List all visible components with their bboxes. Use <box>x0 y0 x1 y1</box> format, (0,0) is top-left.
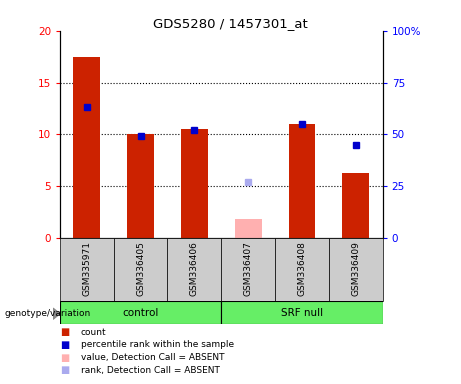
Polygon shape <box>53 308 60 319</box>
Text: GSM336406: GSM336406 <box>190 241 199 296</box>
Bar <box>342 173 369 238</box>
Text: ■: ■ <box>60 340 69 350</box>
Bar <box>289 124 315 238</box>
Bar <box>235 219 261 238</box>
Text: count: count <box>81 328 106 337</box>
Bar <box>60 301 221 324</box>
Bar <box>221 238 275 301</box>
Text: GSM336405: GSM336405 <box>136 241 145 296</box>
Text: GDS5280 / 1457301_at: GDS5280 / 1457301_at <box>153 17 308 30</box>
Bar <box>127 134 154 238</box>
Bar <box>221 301 383 324</box>
Bar <box>181 129 208 238</box>
Bar <box>60 238 114 301</box>
Text: percentile rank within the sample: percentile rank within the sample <box>81 340 234 349</box>
Bar <box>167 238 221 301</box>
Text: SRF null: SRF null <box>281 308 323 318</box>
Bar <box>114 238 167 301</box>
Text: GSM335971: GSM335971 <box>83 241 91 296</box>
Text: rank, Detection Call = ABSENT: rank, Detection Call = ABSENT <box>81 366 219 375</box>
Text: control: control <box>123 308 159 318</box>
Bar <box>275 238 329 301</box>
Text: ■: ■ <box>60 365 69 375</box>
Text: GSM336409: GSM336409 <box>351 241 360 296</box>
Text: GSM336407: GSM336407 <box>244 241 253 296</box>
Text: value, Detection Call = ABSENT: value, Detection Call = ABSENT <box>81 353 224 362</box>
Bar <box>329 238 383 301</box>
Text: genotype/variation: genotype/variation <box>5 309 91 318</box>
Bar <box>73 56 100 238</box>
Text: ■: ■ <box>60 327 69 337</box>
Text: ■: ■ <box>60 353 69 362</box>
Text: GSM336408: GSM336408 <box>297 241 307 296</box>
